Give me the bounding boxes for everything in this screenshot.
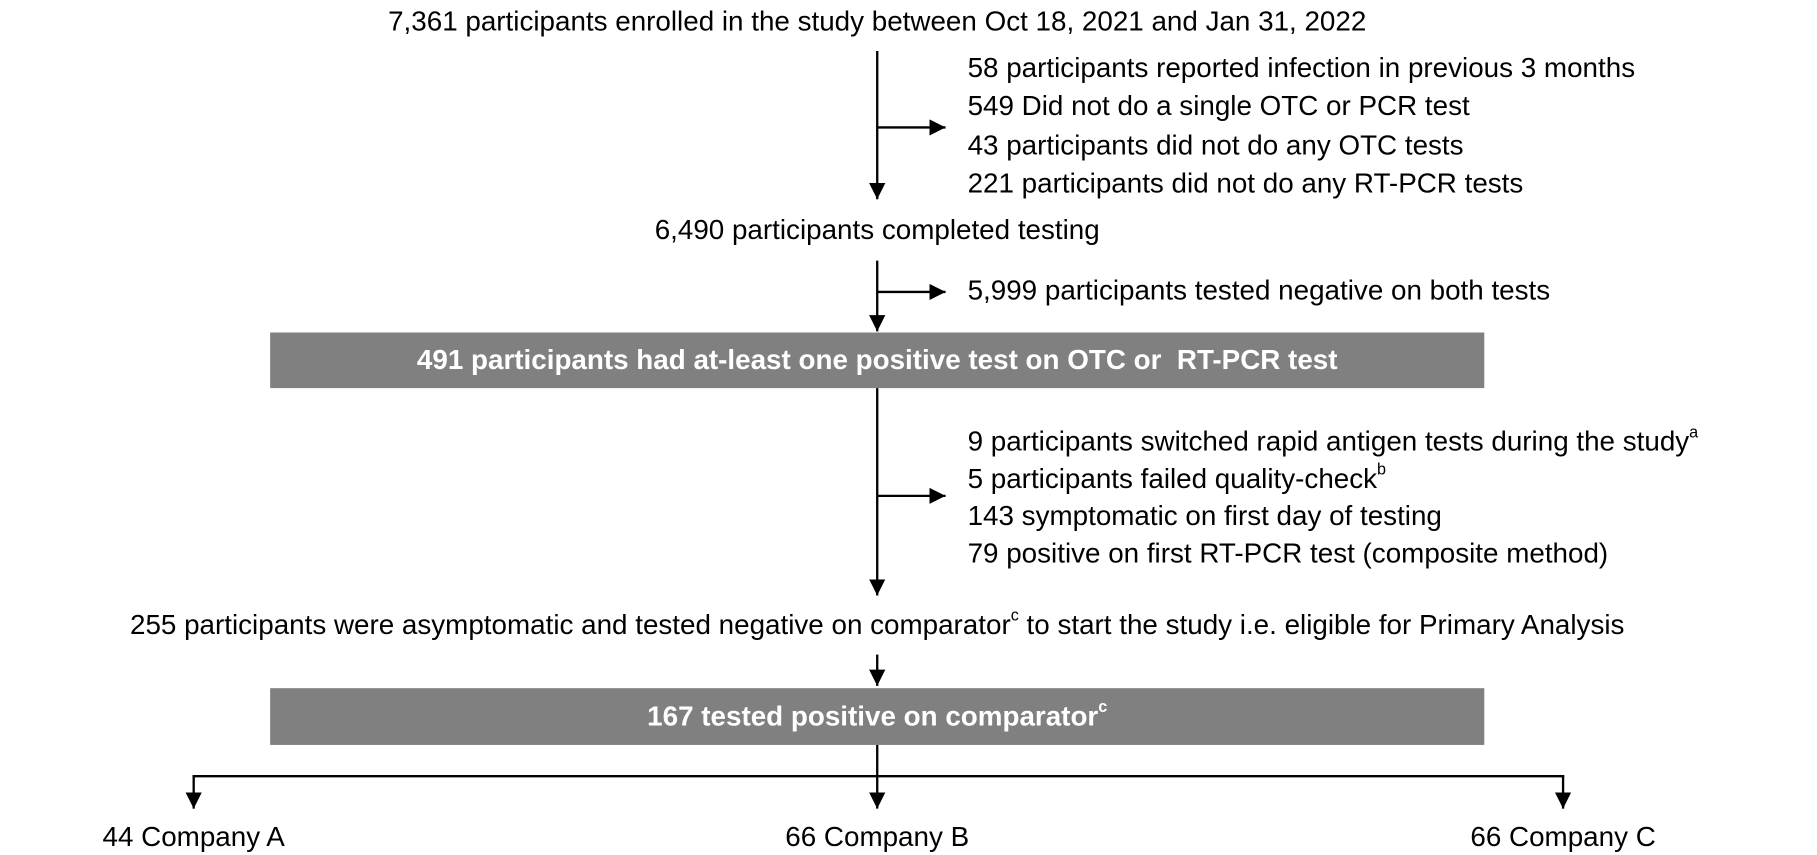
superscript: c xyxy=(1098,698,1107,716)
superscript: c xyxy=(1011,607,1019,625)
comparator-box-text: 167 tested positive on comparatorc xyxy=(647,698,1107,731)
positive-box xyxy=(270,332,1485,389)
completed-text: 6,490 participants completed testing xyxy=(655,214,1100,245)
text: 167 tested positive on comparator xyxy=(647,701,1098,732)
company-label: 66 Company B xyxy=(785,821,969,852)
exclusion-text: 143 symptomatic on first day of testing xyxy=(968,500,1442,531)
superscript: a xyxy=(1689,424,1699,442)
superscript: b xyxy=(1377,461,1386,479)
text: 9 participants switched rapid antigen te… xyxy=(968,426,1690,457)
exclusion-text: 549 Did not do a single OTC or PCR test xyxy=(968,90,1470,121)
enrolled-text: 7,361 participants enrolled in the study… xyxy=(388,6,1366,37)
exclusion-text: 9 participants switched rapid antigen te… xyxy=(968,424,1700,457)
exclusion-text: 5 participants failed quality-checkb xyxy=(968,461,1386,494)
company-label: 66 Company C xyxy=(1470,821,1655,852)
positive-box-text: 491 participants had at-least one positi… xyxy=(417,344,1338,375)
comparator-box xyxy=(270,688,1485,745)
exclusion-text: 5,999 participants tested negative on bo… xyxy=(968,274,1551,305)
text: 255 participants were asymptomatic and t… xyxy=(130,609,1011,640)
exclusion-text: 79 positive on first RT-PCR test (compos… xyxy=(968,537,1609,568)
exclusion-text: 43 participants did not do any OTC tests xyxy=(968,129,1464,160)
text: to start the study i.e. eligible for Pri… xyxy=(1019,609,1625,640)
text: 5 participants failed quality-check xyxy=(968,463,1378,494)
eligible-text: 255 participants were asymptomatic and t… xyxy=(130,607,1624,640)
exclusion-text: 221 participants did not do any RT-PCR t… xyxy=(968,168,1524,199)
exclusion-text: 58 participants reported infection in pr… xyxy=(968,52,1636,83)
company-label: 44 Company A xyxy=(103,821,286,852)
